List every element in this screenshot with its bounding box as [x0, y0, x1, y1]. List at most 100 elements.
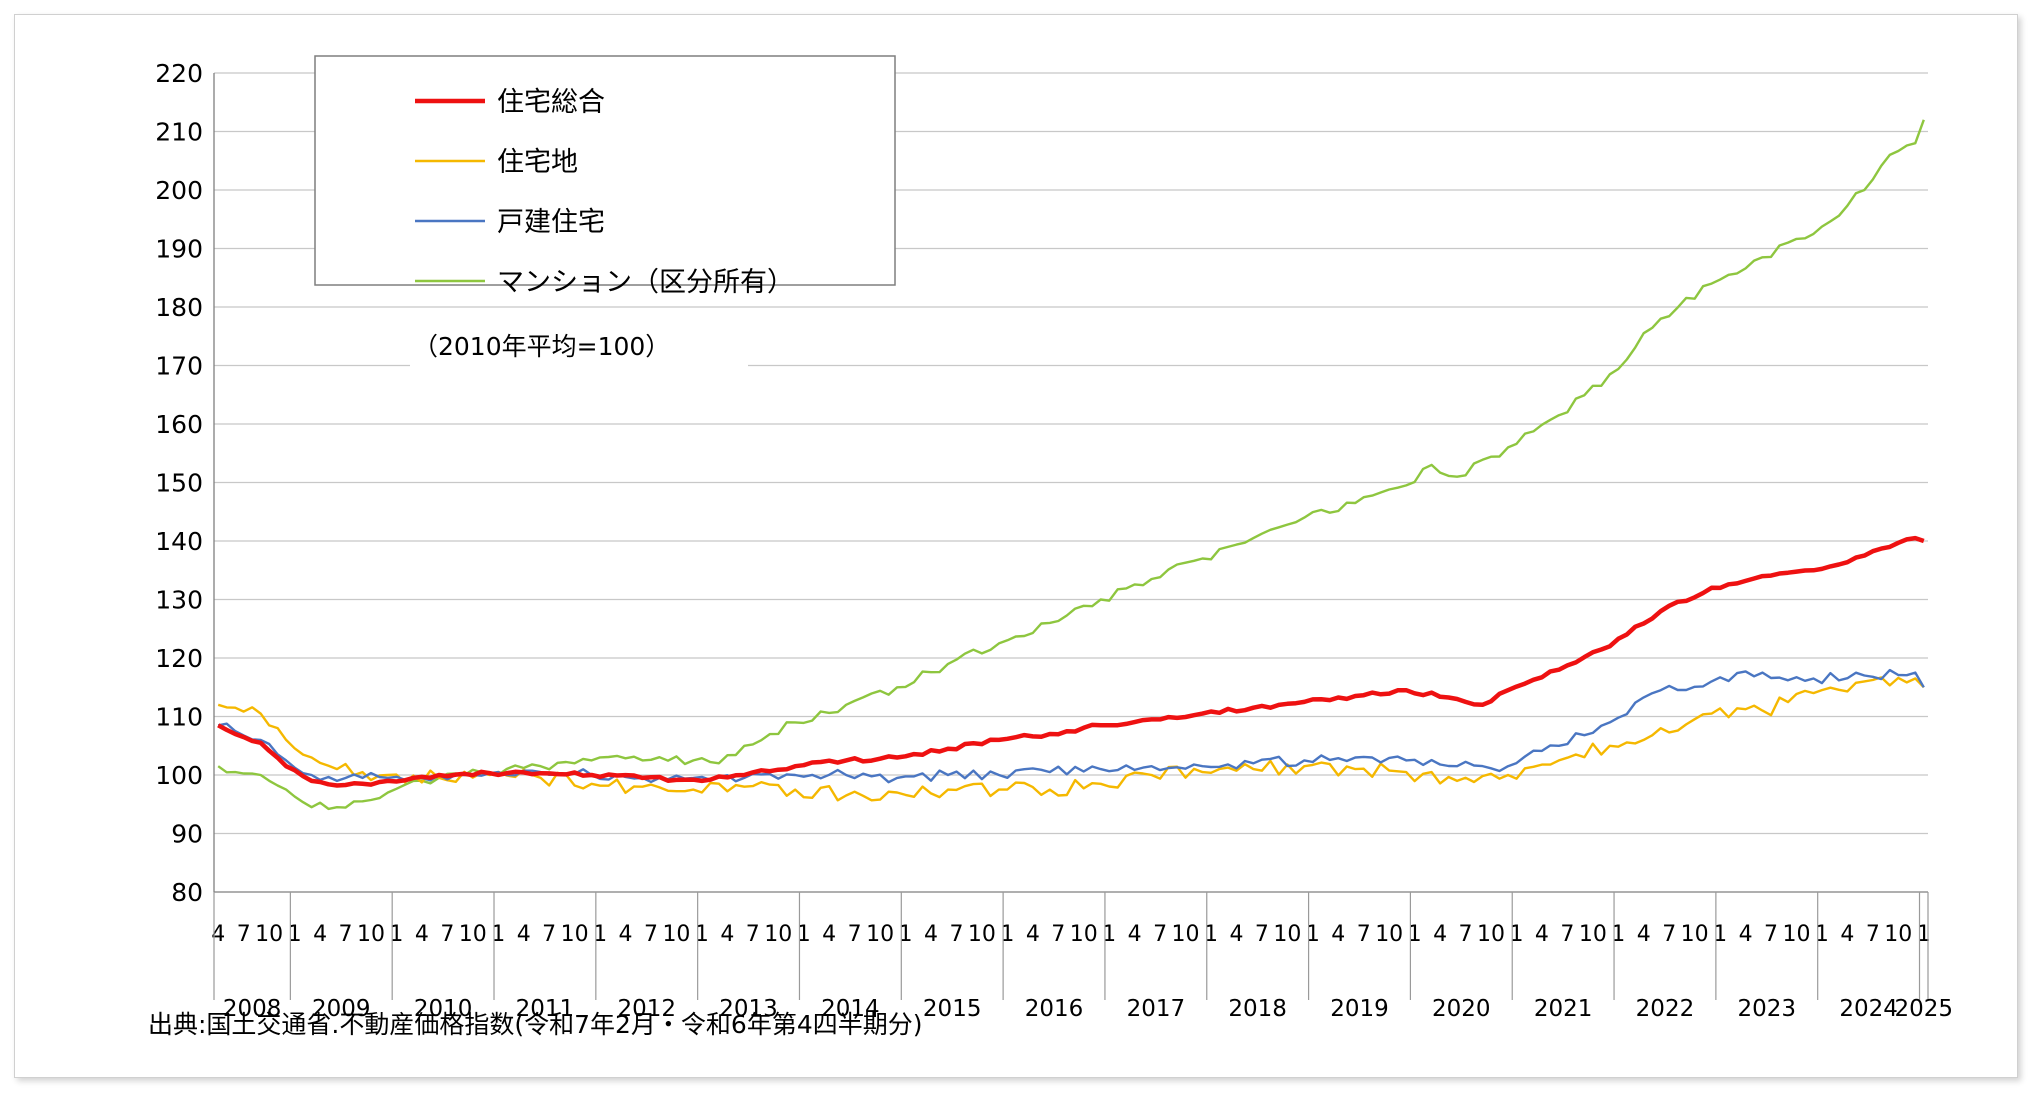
x-month-label: 1: [899, 922, 913, 947]
x-month-label: 7: [1357, 922, 1371, 947]
y-tick-label: 110: [155, 703, 203, 732]
x-month-label: 7: [949, 922, 963, 947]
x-year-label: 2011: [516, 996, 575, 1022]
y-tick-label: 220: [155, 59, 203, 88]
series-line-2: [217, 668, 1925, 784]
x-month-label: 7: [440, 922, 454, 947]
x-month-label: 4: [1433, 922, 1447, 947]
legend-label: 戸建住宅: [497, 207, 605, 238]
x-month-label: 10: [255, 922, 283, 947]
y-tick-label: 180: [155, 293, 203, 322]
y-tick-label: 120: [155, 644, 203, 673]
x-month-label: 7: [1051, 922, 1065, 947]
x-month-label: 1: [695, 922, 709, 947]
y-tick-label: 210: [155, 118, 203, 147]
x-month-label: 10: [1477, 922, 1505, 947]
x-month-label: 4: [415, 922, 429, 947]
x-month-label: 7: [1764, 922, 1778, 947]
unit-note: （2010年平均=100）: [413, 332, 670, 361]
x-axis: 4 7 10 1 4 7 10 1 4 7 10 1 4 7 10 1 4 7 10 1 4 7 10 1 4 7 10 1 4 7 10 1…: [211, 892, 1953, 1022]
x-month-label: 10: [764, 922, 792, 947]
x-month-label: 4: [313, 922, 327, 947]
x-month-label: 7: [1255, 922, 1269, 947]
x-month-label: 7: [339, 922, 353, 947]
x-year-label: 2021: [1534, 996, 1593, 1022]
x-month-label: 10: [1375, 922, 1403, 947]
x-month-label: 1: [1204, 922, 1218, 947]
x-month-label: 10: [1579, 922, 1607, 947]
legend-box: [314, 55, 896, 286]
x-month-label: 4: [1128, 922, 1142, 947]
x-month-label: 4: [1331, 922, 1345, 947]
x-month-label: 10: [662, 922, 690, 947]
x-month-label: 1: [1306, 922, 1320, 947]
x-month-label: 10: [1172, 922, 1200, 947]
x-month-label: 7: [237, 922, 251, 947]
x-month-label: 1: [1917, 922, 1931, 947]
x-month-label: 4: [1535, 922, 1549, 947]
x-month-label: 10: [1681, 922, 1709, 947]
x-month-label: 7: [542, 922, 556, 947]
y-axis: 220 210 200 190 180 170 160 150 140 130 120 110 100 9…: [155, 59, 215, 907]
x-year-label: 2025: [1894, 996, 1953, 1022]
x-month-label: 7: [848, 922, 862, 947]
x-month-label: 4: [822, 922, 836, 947]
series-layer: [217, 119, 1925, 811]
x-year-label: 2012: [617, 996, 676, 1022]
x-month-label: 4: [1026, 922, 1040, 947]
y-tick-label: 150: [155, 469, 203, 498]
x-month-label: 4: [720, 922, 734, 947]
x-month-label: 1: [491, 922, 505, 947]
x-year-label: 2009: [312, 996, 371, 1022]
y-tick-label: 80: [171, 878, 203, 907]
x-year-label: 2023: [1738, 996, 1797, 1022]
series-line-1: [217, 676, 1925, 802]
x-month-label: 10: [1782, 922, 1810, 947]
x-month-label: 4: [1637, 922, 1651, 947]
x-month-label: 10: [1273, 922, 1301, 947]
x-year-label: 2010: [414, 996, 473, 1022]
x-year-label: 2022: [1636, 996, 1695, 1022]
chart-frame: 220 210 200 190 180 170 160 150 140 130 120 110 100 9…: [14, 14, 2018, 1078]
x-month-label: 10: [459, 922, 487, 947]
x-year-label: 2020: [1432, 996, 1491, 1022]
x-month-label: 4: [1229, 922, 1243, 947]
x-month-label: 7: [1866, 922, 1880, 947]
x-month-label: 7: [1459, 922, 1473, 947]
y-tick-label: 190: [155, 235, 203, 264]
x-year-label: 2008: [223, 996, 282, 1022]
x-month-label: 1: [1000, 922, 1014, 947]
x-month-label: 4: [1739, 922, 1753, 947]
x-month-label: 1: [1815, 922, 1829, 947]
x-month-label: 4: [924, 922, 938, 947]
x-month-label: 4: [211, 922, 225, 947]
x-month-label: 1: [389, 922, 403, 947]
x-year-label: 2014: [821, 996, 880, 1022]
x-month-label: 10: [866, 922, 894, 947]
source-note: 出典:国土交通省.不動産価格指数(令和7年2月・令和6年第4四半期分): [148, 1010, 923, 1039]
legend-label: マンション（区分所有）: [497, 267, 794, 298]
x-year-label: 2013: [719, 996, 778, 1022]
x-month-label: 7: [644, 922, 658, 947]
x-year-label: 2019: [1330, 996, 1389, 1022]
x-year-label: 2017: [1127, 996, 1186, 1022]
x-month-label: 7: [1153, 922, 1167, 947]
x-month-label: 10: [1070, 922, 1098, 947]
y-tick-label: 140: [155, 527, 203, 556]
y-tick-label: 160: [155, 410, 203, 439]
x-month-label: 10: [561, 922, 589, 947]
x-month-label: 1: [593, 922, 607, 947]
chart-canvas: 2202102001901801701601501401301201101009…: [148, 55, 1953, 1039]
x-month-label: 4: [517, 922, 531, 947]
x-month-label: 1: [288, 922, 302, 947]
legend-label: 住宅総合: [497, 87, 605, 118]
x-month-label: 1: [1102, 922, 1116, 947]
x-month-label: 1: [797, 922, 811, 947]
x-month-label: 4: [619, 922, 633, 947]
x-month-label: 7: [1662, 922, 1676, 947]
y-tick-label: 170: [155, 352, 203, 381]
series-line-0: [217, 535, 1925, 788]
x-month-label: 7: [746, 922, 760, 947]
x-month-label: 1: [1408, 922, 1422, 947]
